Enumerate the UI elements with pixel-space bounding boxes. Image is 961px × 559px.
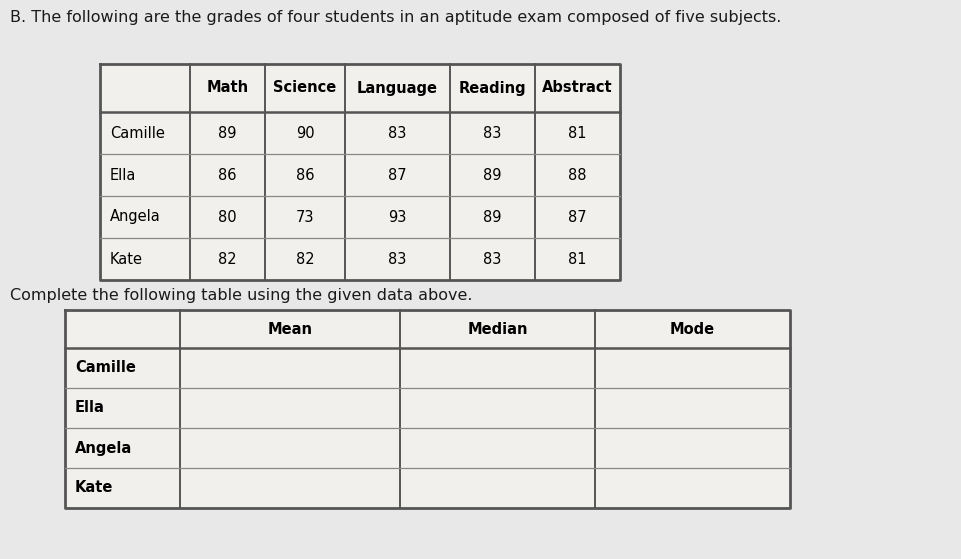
Text: Kate: Kate — [75, 481, 113, 495]
Text: 81: 81 — [568, 252, 587, 267]
Bar — [65, 310, 790, 508]
Text: Science: Science — [273, 80, 336, 96]
Text: Camille: Camille — [110, 126, 165, 140]
Text: 73: 73 — [296, 210, 314, 225]
Text: Median: Median — [467, 321, 528, 337]
Text: 89: 89 — [483, 168, 502, 182]
Text: 90: 90 — [296, 126, 314, 140]
Text: 89: 89 — [218, 126, 236, 140]
Text: Kate: Kate — [110, 252, 143, 267]
Text: Reading: Reading — [458, 80, 527, 96]
Bar — [100, 64, 620, 280]
Text: 87: 87 — [388, 168, 407, 182]
Text: Camille: Camille — [75, 361, 136, 376]
Text: Mean: Mean — [267, 321, 312, 337]
Text: 87: 87 — [568, 210, 587, 225]
Text: Abstract: Abstract — [542, 80, 613, 96]
Text: 93: 93 — [388, 210, 407, 225]
Text: 83: 83 — [388, 252, 407, 267]
Text: Angela: Angela — [110, 210, 160, 225]
Text: 86: 86 — [218, 168, 236, 182]
Text: Ella: Ella — [110, 168, 136, 182]
Text: Mode: Mode — [670, 321, 715, 337]
Text: 83: 83 — [388, 126, 407, 140]
Text: Math: Math — [207, 80, 249, 96]
Text: Language: Language — [357, 80, 438, 96]
Text: Ella: Ella — [75, 400, 105, 415]
Text: 82: 82 — [218, 252, 236, 267]
Text: 82: 82 — [296, 252, 314, 267]
Text: 81: 81 — [568, 126, 587, 140]
Text: 88: 88 — [568, 168, 587, 182]
Text: 83: 83 — [483, 252, 502, 267]
Text: Angela: Angela — [75, 440, 133, 456]
Text: 89: 89 — [483, 210, 502, 225]
Text: 80: 80 — [218, 210, 236, 225]
Text: Complete the following table using the given data above.: Complete the following table using the g… — [10, 288, 473, 303]
Text: 86: 86 — [296, 168, 314, 182]
Text: B. The following are the grades of four students in an aptitude exam composed of: B. The following are the grades of four … — [10, 10, 781, 25]
Text: 83: 83 — [483, 126, 502, 140]
